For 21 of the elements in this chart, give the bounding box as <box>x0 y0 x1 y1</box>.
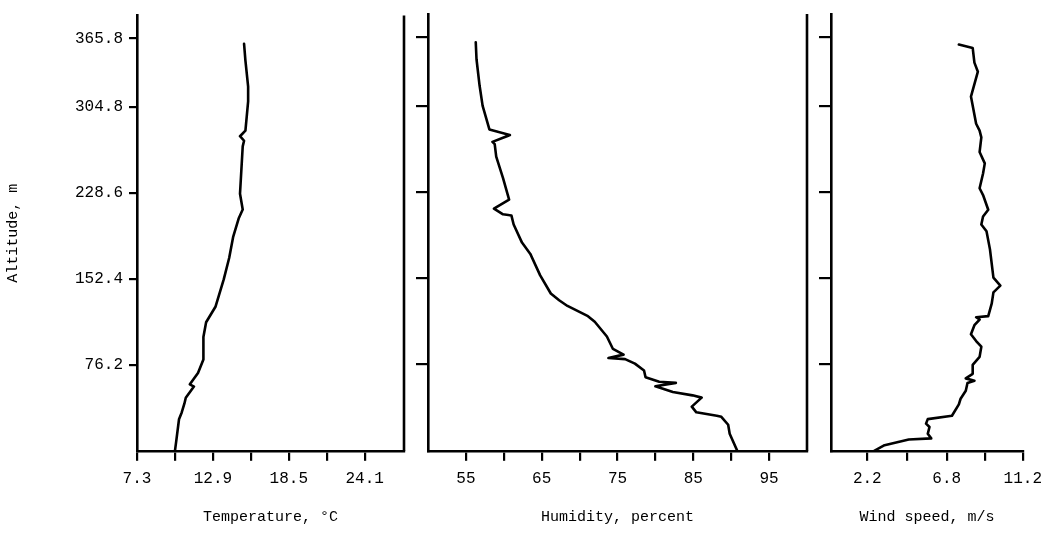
x-tick-label: 18.5 <box>269 469 308 488</box>
y-tick-label: 76.2 <box>84 356 123 375</box>
x-axis-title: Humidity, percent <box>540 508 695 526</box>
y-tick-label: 228.6 <box>74 184 123 203</box>
y-tick-label: 304.8 <box>74 98 123 117</box>
x-tick-label: 12.9 <box>193 469 233 488</box>
x-tick-label: 55 <box>456 469 476 488</box>
x-tick-label: 85 <box>683 469 703 488</box>
y-tick-label: 365.8 <box>74 29 123 48</box>
x-tick-label: 11.2 <box>1003 469 1042 488</box>
x-axis-title: Wind speed, m/s <box>859 508 995 526</box>
y-tick-label: 152.4 <box>74 270 123 289</box>
x-tick-label: 95 <box>759 469 779 488</box>
x-tick-label: 2.2 <box>852 469 882 488</box>
x-tick-label: 65 <box>532 469 552 488</box>
x-axis-title: Temperature, °C <box>202 508 339 526</box>
x-tick-label: 24.1 <box>345 469 384 488</box>
x-tick-label: 75 <box>607 469 628 488</box>
x-tick-label: 7.3 <box>122 469 152 488</box>
y-axis-title: Altitude, m <box>4 183 22 283</box>
x-tick-label: 6.8 <box>932 469 962 488</box>
